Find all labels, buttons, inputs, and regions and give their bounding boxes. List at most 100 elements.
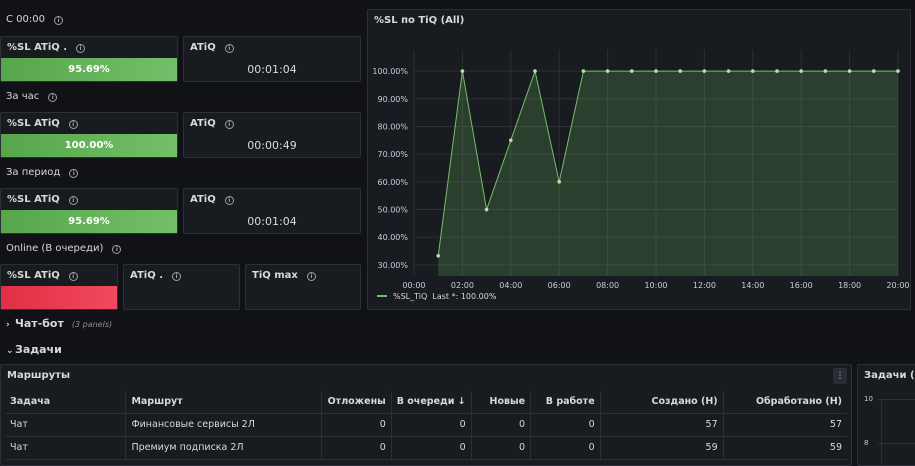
- info-icon[interactable]: i: [112, 245, 122, 254]
- section-title-per-period: За период i: [6, 167, 79, 178]
- panel-title: ATiQ i: [190, 194, 234, 205]
- x-tick-label: 02:00: [451, 281, 474, 290]
- sort-desc-icon: ↓: [457, 396, 466, 408]
- column-header-new[interactable]: Новые: [470, 391, 531, 414]
- info-icon[interactable]: i: [48, 93, 58, 102]
- table-cell: Финансовые сервисы 2Л: [125, 413, 322, 437]
- stat-value-bar: 95.69%: [1, 58, 177, 81]
- column-header-in-progress[interactable]: В работе: [530, 391, 601, 414]
- info-icon[interactable]: i: [76, 44, 86, 53]
- x-tick-label: 00:00: [402, 281, 425, 290]
- row-header-chatbot[interactable]: › Чат-бот (3 panels): [6, 317, 113, 330]
- table-cell: 0: [320, 413, 392, 437]
- row-panel-count: (3 panels): [71, 320, 113, 329]
- table-cell: 57: [722, 413, 847, 437]
- panel-title: %SL ATiQ i: [7, 118, 78, 129]
- info-icon[interactable]: i: [53, 16, 63, 25]
- stat-value: 00:01:04: [247, 63, 297, 76]
- chart-title: %SL по TiQ (All): [374, 15, 465, 26]
- panel-title: Маршруты: [7, 370, 70, 381]
- chevron-right-icon: ›: [6, 320, 10, 330]
- kebab-menu-icon[interactable]: ⋮: [833, 368, 847, 384]
- atiq-panel-online[interactable]: ATiQ .i: [123, 264, 240, 310]
- routes-table: Задача Маршрут Отложены В очереди ↓ Новы…: [5, 391, 847, 460]
- data-point: [509, 138, 513, 143]
- y-tick-label: 8: [864, 439, 869, 447]
- table-cell: 0: [470, 413, 531, 437]
- y-tick-label: 90.00%: [377, 95, 408, 104]
- info-icon[interactable]: i: [224, 120, 234, 129]
- data-point: [799, 69, 803, 73]
- column-header-task[interactable]: Задача: [5, 391, 126, 414]
- data-point: [847, 69, 852, 73]
- sl-tiq-chart-panel[interactable]: %SL по TiQ (All) 30.00% 40.00% 50.00% 60.00…: [367, 9, 911, 310]
- table-cell: 0: [530, 413, 601, 437]
- sl-atiq-panel-per-hour[interactable]: %SL ATiQ i 100.00%: [0, 112, 178, 158]
- data-point: [872, 69, 876, 73]
- data-point: [460, 69, 465, 73]
- table-row[interactable]: Чат Премиум подписка 2Л 0 0 0 0 59 59: [5, 436, 847, 460]
- data-point: [726, 69, 731, 73]
- info-icon[interactable]: i: [69, 169, 79, 178]
- x-tick-label: 12:00: [693, 281, 716, 290]
- sl-atiq-panel-per-period[interactable]: %SL ATiQ i 95.69%: [0, 188, 178, 234]
- atiq-panel-per-hour[interactable]: ATiQ i 00:00:49: [183, 112, 361, 158]
- column-header-processed[interactable]: Обработано (Н): [722, 391, 847, 414]
- section-title-per-hour: За час i: [6, 91, 58, 102]
- table-cell: 0: [390, 436, 472, 460]
- table-row[interactable]: Чат Финансовые сервисы 2Л 0 0 0 0 57 57: [5, 413, 847, 437]
- table-cell: 59: [722, 436, 847, 460]
- panel-title: ATiQ .i: [130, 270, 181, 281]
- table-cell: Чат: [5, 436, 126, 460]
- data-point: [751, 69, 755, 73]
- y-tick-label: 30.00%: [377, 261, 408, 270]
- info-icon[interactable]: i: [172, 272, 181, 281]
- tasks-chart-panel[interactable]: Задачи (All) 10 8: [857, 364, 915, 466]
- routes-table-panel[interactable]: Маршруты ⋮ Задача Маршрут Отложены В оче…: [0, 364, 852, 466]
- x-tick-label: 06:00: [548, 281, 571, 290]
- data-point: [702, 69, 707, 73]
- data-point: [678, 69, 682, 73]
- info-icon[interactable]: i: [68, 196, 78, 205]
- row-header-tasks[interactable]: ⌄Задачи: [6, 343, 62, 356]
- panel-title: %SL ATiQ .i: [7, 42, 86, 53]
- info-icon[interactable]: i: [68, 120, 78, 129]
- atiq-panel-since-midnight[interactable]: ATiQ i 00:01:04: [183, 36, 361, 82]
- data-point: [654, 69, 658, 73]
- stat-value: 00:01:04: [247, 215, 297, 228]
- y-tick-label: 40.00%: [377, 233, 408, 242]
- tiq-max-panel-online[interactable]: TiQ max i: [245, 264, 361, 310]
- info-icon[interactable]: i: [224, 196, 234, 205]
- column-header-in-queue[interactable]: В очереди ↓: [390, 391, 472, 414]
- y-tick-label: 80.00%: [377, 122, 408, 131]
- data-point: [823, 69, 828, 73]
- x-tick-label: 16:00: [790, 281, 813, 290]
- x-tick-label: 18:00: [838, 281, 861, 290]
- stat-value-bar: 100.00%: [1, 134, 177, 157]
- chart-legend[interactable]: %SL_TiQ Last *: 100.00%: [377, 292, 496, 301]
- series-area: [438, 71, 898, 276]
- legend-swatch: [377, 295, 387, 297]
- table-cell: Премиум подписка 2Л: [125, 436, 322, 460]
- sl-atiq-panel-online[interactable]: %SL ATiQ i: [0, 264, 118, 310]
- column-header-created[interactable]: Создано (Н): [599, 391, 724, 414]
- column-header-route[interactable]: Маршрут: [125, 391, 322, 414]
- section-title-since-midnight: С 00:00 i: [6, 14, 63, 25]
- chevron-down-icon: ⌄: [6, 346, 14, 356]
- panel-title: TiQ max i: [252, 270, 316, 281]
- info-icon[interactable]: i: [306, 272, 316, 281]
- data-point: [484, 207, 489, 212]
- x-tick-label: 20:00: [886, 281, 909, 290]
- table-cell: 57: [599, 413, 724, 437]
- info-icon[interactable]: i: [224, 44, 234, 53]
- y-tick-label: 100.00%: [372, 67, 408, 76]
- atiq-panel-per-period[interactable]: ATiQ i 00:01:04: [183, 188, 361, 234]
- y-tick-label: 60.00%: [377, 178, 408, 187]
- sl-atiq-panel-since-midnight[interactable]: %SL ATiQ .i 95.69%: [0, 36, 178, 82]
- table-cell: Чат: [5, 413, 126, 437]
- data-point: [533, 69, 537, 73]
- panel-title: ATiQ i: [190, 118, 234, 129]
- info-icon[interactable]: i: [68, 272, 78, 281]
- table-cell: 59: [599, 436, 724, 460]
- column-header-postponed[interactable]: Отложены: [320, 391, 392, 414]
